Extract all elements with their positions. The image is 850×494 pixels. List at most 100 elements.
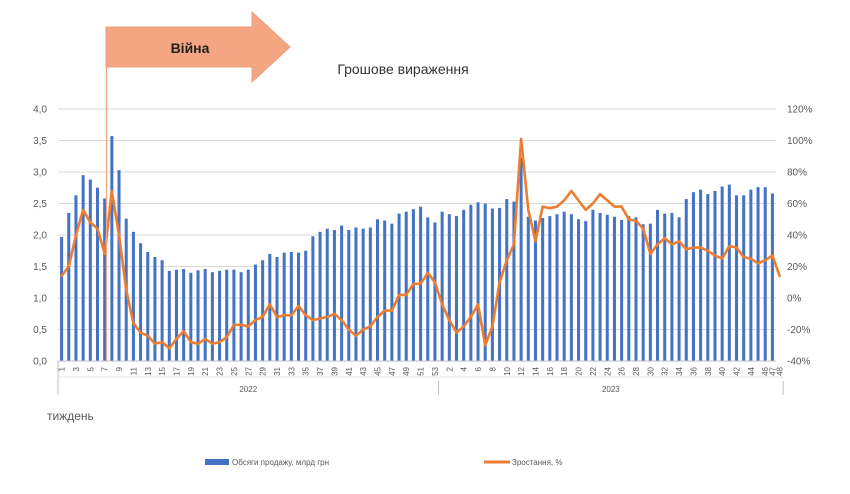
bar (117, 170, 121, 361)
right-tick-label: 20% (787, 262, 807, 273)
bar (203, 269, 207, 361)
week-tick-label: 28 (632, 366, 641, 375)
bar (770, 193, 774, 361)
week-tick-label: 30 (646, 366, 655, 375)
left-tick-label: 0,5 (33, 325, 47, 336)
bar (74, 195, 78, 361)
week-tick-label: 25 (230, 366, 239, 375)
week-tick-label: 47 (388, 366, 397, 375)
week-tick-label: 44 (747, 366, 756, 375)
week-tick-label: 15 (158, 366, 167, 375)
legend-bar-swatch (205, 459, 229, 465)
bar (641, 224, 645, 361)
legend-line-label: Зростання, % (512, 458, 562, 467)
war-arrow (105, 10, 291, 84)
bar (541, 217, 545, 361)
week-tick-label: 24 (603, 366, 612, 375)
bar (304, 250, 308, 361)
bar (376, 219, 380, 361)
week-tick-label: 34 (675, 366, 684, 375)
bar (454, 216, 458, 361)
x-axis-label: тиждень (47, 409, 94, 423)
bar (720, 186, 724, 361)
bar (282, 252, 286, 361)
bar (404, 211, 408, 361)
bar (340, 225, 344, 361)
bar (189, 272, 193, 361)
bar (325, 228, 329, 361)
bar (275, 257, 279, 361)
bar (735, 195, 739, 361)
week-tick-label: 53 (431, 366, 440, 375)
right-axis: -40% -20% 0% 20% 40% 60% 80% 100% 120% (787, 105, 813, 368)
bar (648, 223, 652, 361)
gridlines (58, 108, 776, 362)
bar (146, 252, 150, 361)
week-tick-label: 27 (244, 366, 253, 375)
bar (699, 189, 703, 361)
week-tick-label: 40 (718, 366, 727, 375)
bar (476, 202, 480, 361)
bar (670, 212, 674, 361)
bar (390, 223, 394, 361)
bar (677, 217, 681, 361)
bar (713, 190, 717, 361)
year-label: 2023 (602, 385, 620, 394)
bar (239, 272, 243, 361)
bar (60, 236, 64, 361)
bar (182, 269, 186, 361)
bar (742, 195, 746, 361)
bar (289, 252, 293, 361)
bar (67, 212, 71, 361)
week-tick-label: 31 (273, 366, 282, 375)
bar (167, 270, 171, 361)
week-tick-label: 12 (517, 366, 526, 375)
week-tick-label: 19 (187, 366, 196, 375)
week-tick-label: 21 (201, 366, 210, 375)
bar (88, 179, 92, 361)
bar (103, 198, 107, 361)
week-tick-label: 47 (768, 366, 777, 375)
week-tick-label: 39 (330, 366, 339, 375)
week-tick-label: 6 (474, 366, 483, 371)
bar (160, 260, 164, 361)
bar (749, 189, 753, 361)
bar (426, 217, 430, 361)
right-tick-label: 100% (787, 136, 813, 147)
bar (95, 187, 99, 361)
bar (311, 236, 315, 361)
bar (246, 269, 250, 361)
week-tick-label: 29 (259, 366, 268, 375)
week-tick-label: 37 (316, 366, 325, 375)
week-tick-label: 43 (359, 366, 368, 375)
legend: Обсяги продажу, млрд грн Зростання, % (205, 458, 562, 467)
bar (519, 157, 523, 361)
week-tick-label: 5 (86, 366, 95, 371)
bar (526, 216, 530, 361)
bar (318, 231, 322, 361)
week-tick-label: 18 (560, 366, 569, 375)
week-tick-label: 11 (129, 366, 138, 375)
left-tick-label: 2,5 (33, 199, 47, 210)
left-tick-label: 1,5 (33, 262, 47, 273)
week-tick-label: 48 (776, 366, 785, 375)
bar (763, 187, 767, 361)
bar (612, 216, 616, 361)
bar (533, 220, 537, 361)
week-tick-label: 35 (302, 366, 311, 375)
bar (512, 201, 516, 361)
week-tick-label: 1 (58, 366, 67, 371)
x-axis: 1 3 5 7 9 11 13 15 17 19 21 23 25 27 29 31 33 35 37 39 41 43 4… (57, 360, 785, 395)
bar (562, 211, 566, 361)
week-tick-label: 38 (704, 366, 713, 375)
bar (634, 217, 638, 361)
bar (361, 228, 365, 361)
war-annotation: Війна (105, 10, 291, 361)
bar (447, 214, 451, 361)
week-tick-label: 17 (172, 366, 181, 375)
week-tick-label: 33 (287, 366, 296, 375)
week-tick-label: 41 (345, 366, 354, 375)
bar (605, 214, 609, 361)
bar (727, 184, 731, 361)
